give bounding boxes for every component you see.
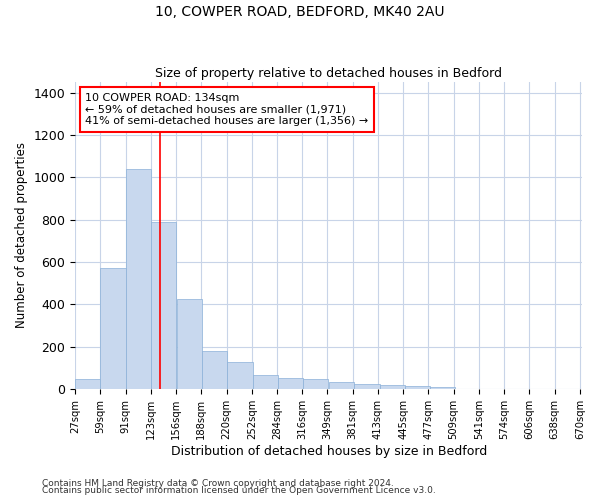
Text: 10 COWPER ROAD: 134sqm
← 59% of detached houses are smaller (1,971)
41% of semi-: 10 COWPER ROAD: 134sqm ← 59% of detached… xyxy=(85,93,368,126)
Bar xyxy=(303,378,328,389)
Bar xyxy=(100,268,125,389)
Text: Contains public sector information licensed under the Open Government Licence v3: Contains public sector information licen… xyxy=(42,486,436,495)
Bar xyxy=(354,384,380,389)
Bar xyxy=(405,386,430,389)
Bar xyxy=(151,222,176,389)
Y-axis label: Number of detached properties: Number of detached properties xyxy=(15,142,28,328)
Bar xyxy=(75,378,100,389)
Text: Contains HM Land Registry data © Crown copyright and database right 2024.: Contains HM Land Registry data © Crown c… xyxy=(42,478,394,488)
Bar xyxy=(278,378,303,389)
Text: 10, COWPER ROAD, BEDFORD, MK40 2AU: 10, COWPER ROAD, BEDFORD, MK40 2AU xyxy=(155,5,445,19)
Bar xyxy=(177,299,202,389)
Bar xyxy=(202,351,227,389)
Bar xyxy=(380,384,405,389)
Bar xyxy=(430,387,455,389)
Title: Size of property relative to detached houses in Bedford: Size of property relative to detached ho… xyxy=(155,66,502,80)
Bar xyxy=(227,362,253,389)
Bar xyxy=(329,382,354,389)
Bar xyxy=(125,169,151,389)
X-axis label: Distribution of detached houses by size in Bedford: Distribution of detached houses by size … xyxy=(170,444,487,458)
Bar xyxy=(253,375,278,389)
